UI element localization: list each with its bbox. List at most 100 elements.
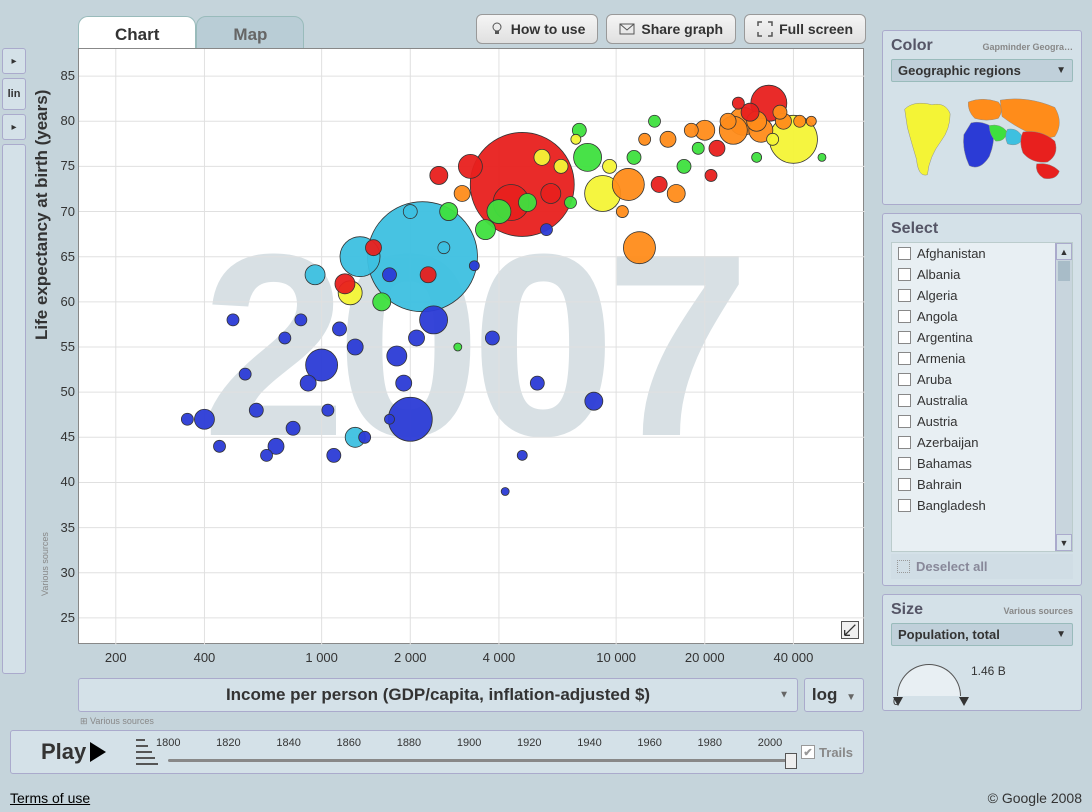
bubble[interactable]: [501, 487, 509, 495]
howto-button[interactable]: How to use: [476, 14, 599, 44]
year-slider[interactable]: 1800182018401860188019001920194019601980…: [168, 737, 791, 767]
bubble[interactable]: [540, 224, 552, 236]
bubble[interactable]: [430, 166, 448, 184]
color-dropdown[interactable]: Geographic regions ▼: [891, 59, 1073, 82]
country-row[interactable]: Albania: [892, 264, 1054, 285]
bubble[interactable]: [261, 449, 273, 461]
bubble[interactable]: [420, 267, 436, 283]
bubble[interactable]: [279, 332, 291, 344]
bubble[interactable]: [475, 220, 495, 240]
bubble[interactable]: [373, 293, 391, 311]
timeline-handle[interactable]: [785, 753, 797, 769]
bubble[interactable]: [574, 143, 602, 171]
bubble[interactable]: [365, 240, 381, 256]
bubble[interactable]: [359, 431, 371, 443]
bubble[interactable]: [705, 169, 717, 181]
bubble[interactable]: [409, 330, 425, 346]
bubble[interactable]: [616, 206, 628, 218]
scroll-thumb[interactable]: [1058, 261, 1070, 281]
bubble[interactable]: [534, 149, 550, 165]
world-map-legend[interactable]: [891, 86, 1073, 198]
bubble[interactable]: [660, 131, 676, 147]
y-expand-button[interactable]: ▸: [2, 48, 26, 74]
terms-link[interactable]: Terms of use: [10, 790, 90, 806]
bubble[interactable]: [454, 343, 462, 351]
play-button[interactable]: Play: [21, 739, 126, 765]
country-row[interactable]: Angola: [892, 306, 1054, 327]
bubble[interactable]: [458, 154, 482, 178]
bubble[interactable]: [677, 159, 691, 173]
bubble[interactable]: [794, 115, 806, 127]
bubble[interactable]: [440, 203, 458, 221]
bubble[interactable]: [571, 134, 581, 144]
bubble[interactable]: [347, 339, 363, 355]
country-row[interactable]: Australia: [892, 390, 1054, 411]
bubble[interactable]: [181, 413, 193, 425]
bubble[interactable]: [469, 261, 479, 271]
bubble[interactable]: [554, 159, 568, 173]
bubble[interactable]: [818, 153, 826, 161]
bubble[interactable]: [565, 197, 577, 209]
scrollbar[interactable]: ▲ ▼: [1055, 243, 1072, 551]
country-row[interactable]: Bahamas: [892, 453, 1054, 474]
bubble[interactable]: [295, 314, 307, 326]
size-min-handle[interactable]: [893, 697, 903, 706]
bubble[interactable]: [623, 232, 655, 264]
deselect-all-button[interactable]: Deselect all: [891, 554, 1073, 579]
country-row[interactable]: Austria: [892, 411, 1054, 432]
fullscreen-button[interactable]: Full screen: [744, 14, 866, 44]
bubble[interactable]: [767, 133, 779, 145]
bubble[interactable]: [585, 392, 603, 410]
country-row[interactable]: Bahrain: [892, 474, 1054, 495]
bubble[interactable]: [517, 450, 527, 460]
country-row[interactable]: Bangladesh: [892, 495, 1054, 516]
bubble[interactable]: [454, 185, 470, 201]
bubble-chart[interactable]: 2007 25303540455055606570758085 2004001 …: [78, 48, 864, 644]
chart-resize-icon[interactable]: [841, 621, 859, 639]
country-row[interactable]: Armenia: [892, 348, 1054, 369]
bubble[interactable]: [382, 268, 396, 282]
bubble[interactable]: [387, 346, 407, 366]
bubble[interactable]: [333, 322, 347, 336]
scroll-down-button[interactable]: ▼: [1056, 534, 1072, 551]
bubble[interactable]: [530, 376, 544, 390]
y-expand2-button[interactable]: ▸: [2, 114, 26, 140]
bubble[interactable]: [627, 150, 641, 164]
bubble[interactable]: [300, 375, 316, 391]
trails-checkbox[interactable]: ✔ Trails: [801, 745, 853, 760]
bubble[interactable]: [227, 314, 239, 326]
bubble[interactable]: [639, 133, 651, 145]
x-axis-selector[interactable]: Income per person (GDP/capita, inflation…: [78, 678, 798, 712]
bubble[interactable]: [239, 368, 251, 380]
bubble[interactable]: [214, 440, 226, 452]
bubble[interactable]: [541, 183, 561, 203]
size-dropdown[interactable]: Population, total ▼: [891, 623, 1073, 646]
bubble[interactable]: [438, 242, 450, 254]
country-row[interactable]: Algeria: [892, 285, 1054, 306]
bubble[interactable]: [485, 331, 499, 345]
bubble[interactable]: [396, 375, 412, 391]
country-row[interactable]: Azerbaijan: [892, 432, 1054, 453]
y-scale-toggle[interactable]: lin: [2, 78, 26, 110]
speed-slider[interactable]: [136, 737, 158, 767]
bubble[interactable]: [603, 159, 617, 173]
bubble[interactable]: [384, 414, 394, 424]
bubble[interactable]: [194, 409, 214, 429]
bubble[interactable]: [420, 306, 448, 334]
share-button[interactable]: Share graph: [606, 14, 736, 44]
bubble[interactable]: [612, 168, 644, 200]
size-max-handle[interactable]: [959, 697, 969, 706]
bubble[interactable]: [709, 140, 725, 156]
size-legend[interactable]: 0 1.46 B: [891, 650, 1073, 704]
bubble[interactable]: [667, 184, 685, 202]
bubble[interactable]: [773, 105, 787, 119]
bubble[interactable]: [651, 176, 667, 192]
bubble[interactable]: [322, 404, 334, 416]
bubble[interactable]: [403, 205, 417, 219]
bubble[interactable]: [684, 123, 698, 137]
country-row[interactable]: Aruba: [892, 369, 1054, 390]
bubble[interactable]: [518, 194, 536, 212]
bubble[interactable]: [649, 115, 661, 127]
bubble[interactable]: [335, 274, 355, 294]
bubble[interactable]: [732, 97, 744, 109]
